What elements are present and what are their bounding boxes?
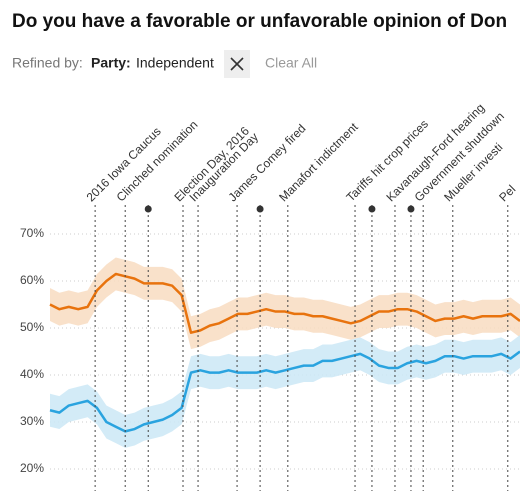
y-tick-label: 70%: [20, 226, 44, 240]
remove-filter[interactable]: [224, 50, 250, 78]
event-dot: [144, 205, 152, 213]
confidence-band: [50, 335, 520, 448]
event-label: Pel: [496, 182, 518, 204]
y-tick-label: 40%: [20, 367, 44, 381]
plot: 20%30%40%50%60%70%2016 Iowa CaucusClinch…: [20, 101, 520, 491]
y-tick-label: 50%: [20, 320, 44, 334]
filter-key: Party:: [91, 55, 131, 71]
page-title: Do you have a favorable or unfavorable o…: [12, 11, 507, 32]
series-line: [49, 272, 520, 334]
event-dot: [368, 205, 376, 213]
confidence-band: [50, 257, 520, 350]
filter-prefix: Refined by:: [12, 55, 83, 71]
y-tick-label: 20%: [20, 461, 44, 475]
y-tick-label: 60%: [20, 273, 44, 287]
event-dot: [407, 205, 415, 213]
clear-all[interactable]: Clear All: [265, 55, 317, 71]
event-dot: [256, 205, 264, 213]
series-line: [49, 350, 520, 433]
y-tick-label: 30%: [20, 414, 44, 428]
filter-value: Independent: [136, 55, 214, 71]
